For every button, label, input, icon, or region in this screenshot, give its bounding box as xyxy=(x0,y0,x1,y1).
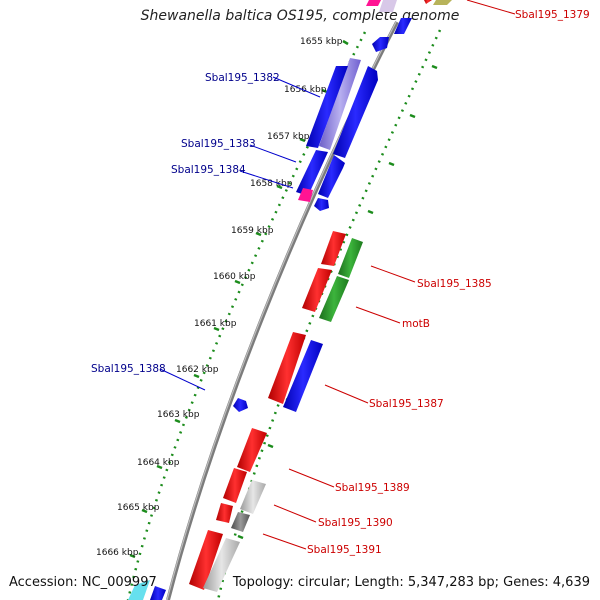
kbp-label: 1665 kbp xyxy=(117,503,160,513)
gene-feature[interactable] xyxy=(318,155,345,198)
kbp-label: 1660 kbp xyxy=(213,272,256,282)
gene-feature[interactable] xyxy=(231,512,250,532)
kbp-labels: 1655 kbp 1656 kbp 1657 kbp 1658 kbp 1659… xyxy=(96,37,343,558)
gene-feature[interactable] xyxy=(237,428,267,472)
gene-feature[interactable] xyxy=(338,238,363,278)
gene-feature[interactable] xyxy=(319,58,361,150)
inner-tick-ring xyxy=(126,31,367,600)
kbp-label: 1664 kbp xyxy=(137,458,180,468)
gene-label-right[interactable]: Sbal195_1389 xyxy=(335,482,410,494)
gene-label-right[interactable]: Sbal195_1385 xyxy=(417,278,492,290)
gene-label-right[interactable]: motB xyxy=(402,318,430,330)
gene-feature[interactable] xyxy=(240,480,266,514)
gene-feature[interactable] xyxy=(372,37,389,52)
gene-feature[interactable] xyxy=(189,530,223,590)
gene-feature[interactable] xyxy=(298,188,313,202)
kbp-label: 1663 kbp xyxy=(157,410,200,420)
gene-feature[interactable] xyxy=(314,198,329,211)
gene-label-left[interactable]: Sbal195_1388 xyxy=(91,363,166,375)
gene-feature[interactable] xyxy=(296,150,328,196)
gene-label-right[interactable]: Sbal195_1391 xyxy=(307,544,382,556)
gene-feature[interactable] xyxy=(223,468,247,503)
kbp-label: 1655 kbp xyxy=(300,37,343,47)
gene-feature[interactable] xyxy=(333,66,378,158)
gene-feature[interactable] xyxy=(433,0,452,5)
gene-feature[interactable] xyxy=(302,268,332,312)
gene-feature[interactable] xyxy=(321,231,346,266)
genes xyxy=(128,0,452,600)
gene-feature[interactable] xyxy=(216,503,233,523)
gene-label-right[interactable]: Sbal195_1379 xyxy=(515,9,590,21)
gene-feature[interactable] xyxy=(366,0,381,6)
kbp-label: 1657 kbp xyxy=(267,132,310,142)
gene-feature[interactable] xyxy=(150,586,166,600)
left-gene-labels: Sbal195_1382 Sbal195_1383 Sbal195_1384 S… xyxy=(91,72,280,375)
gene-feature[interactable] xyxy=(128,580,150,600)
gene-feature[interactable] xyxy=(379,0,397,12)
gene-label-right[interactable]: Sbal195_1390 xyxy=(318,517,393,529)
gene-feature[interactable] xyxy=(268,332,306,404)
kbp-label: 1666 kbp xyxy=(96,548,139,558)
outer-tick-ring xyxy=(216,29,442,600)
gene-feature[interactable] xyxy=(203,538,240,592)
gene-label-left[interactable]: Sbal195_1382 xyxy=(205,72,280,84)
gene-label-left[interactable]: Sbal195_1383 xyxy=(181,138,256,150)
gene-label-right[interactable]: Sbal195_1387 xyxy=(369,398,444,410)
kbp-label: 1656 kbp xyxy=(284,85,327,95)
gene-feature[interactable] xyxy=(283,340,323,412)
gene-feature[interactable] xyxy=(306,66,348,148)
kbp-label: 1662 kbp xyxy=(176,365,219,375)
kbp-label: 1659 kbp xyxy=(231,226,274,236)
gene-feature[interactable] xyxy=(319,276,349,322)
kbp-label: 1658 kbp xyxy=(250,179,293,189)
right-gene-labels: Sbal195_1379 Sbal195_1385 motB Sbal195_1… xyxy=(307,9,590,556)
genome-summary-text: Topology: circular; Length: 5,347,283 bp… xyxy=(232,575,590,590)
accession-text: Accession: NC_009997 xyxy=(9,575,157,590)
kbp-tick-marks xyxy=(129,39,349,559)
kbp-label: 1661 kbp xyxy=(194,319,237,329)
leader-lines xyxy=(159,0,516,550)
gene-feature[interactable] xyxy=(424,0,432,4)
gene-feature[interactable] xyxy=(394,18,412,34)
gene-label-left[interactable]: Sbal195_1384 xyxy=(171,164,246,176)
gene-feature[interactable] xyxy=(233,398,248,412)
